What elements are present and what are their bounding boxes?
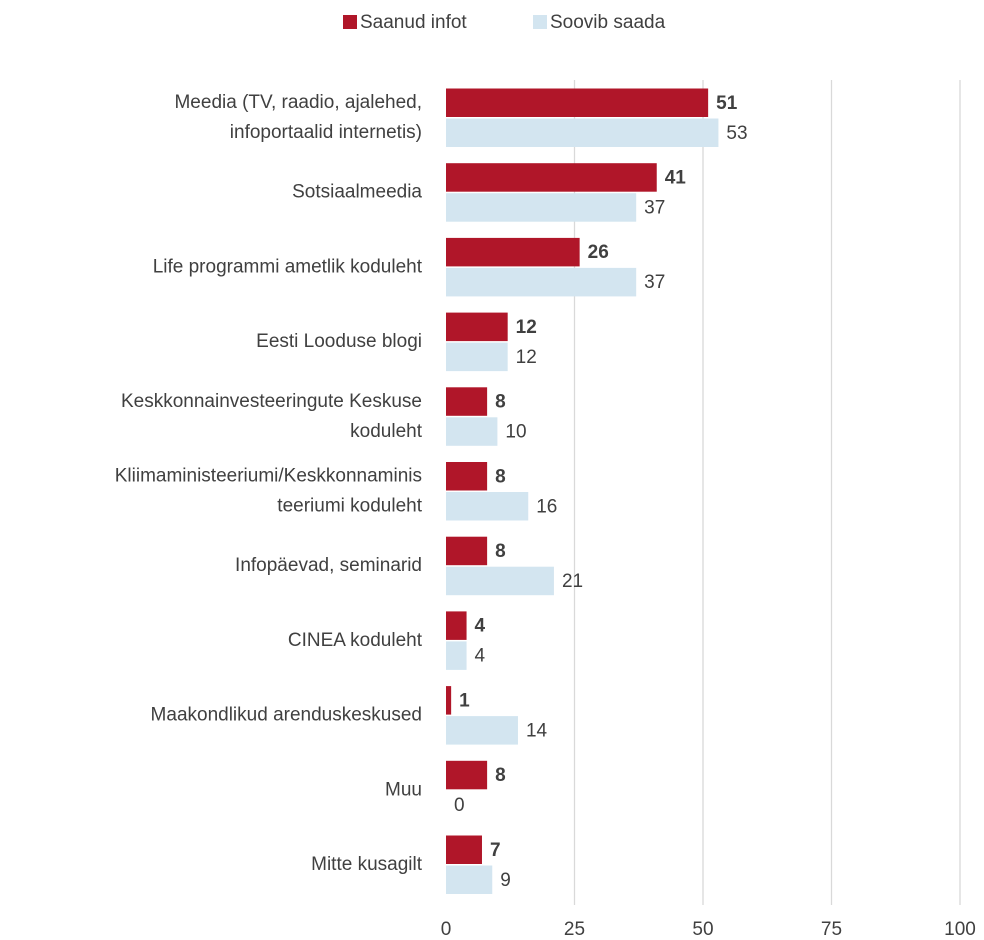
- bar: [446, 237, 580, 267]
- data-label: 4: [475, 616, 486, 637]
- y-tick-label: Kliimaministeeriumi/Keskkonnaminis teeriu…: [115, 466, 423, 517]
- data-label: 8: [495, 541, 506, 562]
- bar: [446, 118, 719, 147]
- bar: [446, 835, 482, 864]
- bar: [446, 716, 518, 745]
- bar: [446, 163, 657, 192]
- data-label: 7: [490, 840, 501, 861]
- data-label: 21: [562, 571, 583, 592]
- bar: [446, 462, 488, 491]
- bar: [446, 417, 498, 446]
- bar: [446, 760, 488, 790]
- bar: [446, 686, 452, 715]
- x-tick-label: 50: [692, 919, 713, 940]
- data-label: 12: [516, 347, 537, 368]
- y-tick-label: Eesti Looduse blogi: [256, 331, 422, 352]
- data-label: 14: [526, 720, 548, 741]
- y-tick-label: Mitte kusagilt: [311, 854, 423, 875]
- bar: [446, 267, 637, 297]
- bar: [446, 193, 637, 222]
- data-label: 12: [516, 317, 537, 338]
- bar: [446, 342, 508, 372]
- x-tick-label: 25: [564, 919, 585, 940]
- data-label: 10: [505, 422, 526, 443]
- bar: [446, 88, 709, 117]
- y-tick-label: Infopäevad, seminarid: [235, 555, 422, 576]
- x-tick-label: 75: [821, 919, 842, 940]
- legend-label: Saanud infot: [360, 12, 467, 33]
- data-label: 37: [644, 197, 665, 218]
- data-label: 8: [495, 392, 506, 413]
- bar: [446, 536, 488, 566]
- data-label: 0: [454, 795, 465, 816]
- y-tick-label: Sotsiaalmeedia: [292, 182, 422, 203]
- data-label: 8: [495, 765, 506, 786]
- y-tick-label: Meedia (TV, raadio, ajalehed, infoportaal…: [174, 92, 422, 143]
- bar: [446, 641, 467, 670]
- data-label: 9: [500, 870, 511, 891]
- data-label: 1: [459, 690, 470, 711]
- y-tick-label: Muu: [385, 779, 422, 800]
- data-label: 4: [475, 646, 486, 667]
- bar: [446, 566, 554, 596]
- bar: [446, 312, 508, 342]
- bar: [446, 387, 488, 416]
- data-label: 53: [726, 123, 747, 144]
- data-label: 16: [536, 496, 557, 517]
- y-tick-label: Keskkonnainvesteeringute Keskuse koduleht: [121, 391, 423, 442]
- data-label: 51: [716, 93, 738, 114]
- data-label: 26: [588, 242, 609, 263]
- data-label: 37: [644, 272, 665, 293]
- data-label: 41: [665, 167, 687, 188]
- legend-swatch: [533, 15, 547, 29]
- legend-swatch: [343, 15, 357, 29]
- bar: [446, 865, 493, 894]
- legend-label: Soovib saada: [550, 12, 666, 33]
- bar: [446, 611, 467, 640]
- y-tick-label: CINEA koduleht: [288, 630, 423, 651]
- y-tick-label: Life programmi ametlik koduleht: [153, 256, 423, 277]
- y-tick-label: Maakondlikud arenduskeskused: [151, 705, 422, 726]
- data-label: 8: [495, 466, 506, 487]
- bar: [446, 492, 529, 521]
- x-tick-label: 100: [944, 919, 976, 940]
- x-tick-label: 0: [441, 919, 452, 940]
